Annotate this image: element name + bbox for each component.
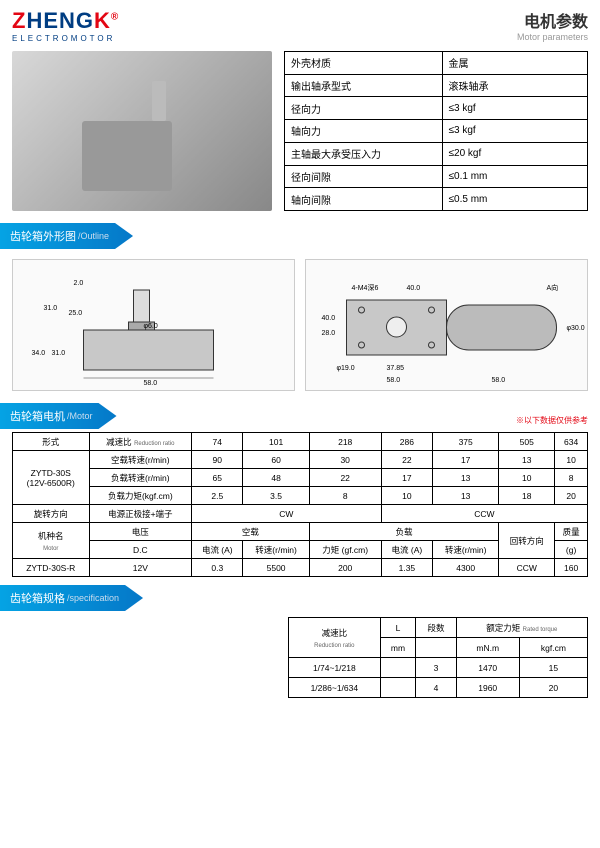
r6: 634: [555, 433, 588, 451]
r2: 218: [309, 433, 381, 451]
param-label: 轴向间隙: [285, 188, 443, 211]
param-label: 径向间隙: [285, 165, 443, 188]
param-value: ≤0.1 mm: [442, 165, 587, 188]
section-outline: 齿轮箱外形图/Outline: [0, 223, 600, 249]
v2: 5500: [243, 559, 309, 577]
l6: 8: [555, 469, 588, 487]
param-label: 主轴最大承受压入力: [285, 142, 443, 165]
logo-heng: HENG: [26, 8, 94, 33]
svg-text:25.0: 25.0: [69, 310, 83, 317]
parameters-table: 外壳材质金属输出轴承型式滚珠轴承径向力≤3 kgf轴向力≤3 kgf主轴最大承受…: [284, 51, 588, 211]
motor-label-cn: 齿轮箱电机: [10, 408, 65, 424]
v7: 160: [555, 559, 588, 577]
t0: 2.5: [192, 487, 243, 505]
n5: 13: [499, 451, 555, 469]
l1: 48: [243, 469, 309, 487]
v6: CCW: [499, 559, 555, 577]
svg-text:58.0: 58.0: [387, 377, 401, 384]
t5: 18: [499, 487, 555, 505]
l2: 22: [309, 469, 381, 487]
r3: 286: [381, 433, 432, 451]
outline-label-en: /Outline: [78, 231, 109, 241]
r5: 505: [499, 433, 555, 451]
outline-label-cn: 齿轮箱外形图: [10, 228, 76, 244]
param-value: 滚珠轴承: [442, 74, 587, 97]
svg-text:A向: A向: [547, 283, 559, 292]
v1: 0.3: [192, 559, 243, 577]
drawing-side: 2.0 31.0 25.0 φ6.0 34.0 31.0 58.0: [12, 259, 295, 391]
v4: 1.35: [381, 559, 432, 577]
section-spec: 齿轮箱规格/specification: [0, 585, 600, 611]
logo-letter-z: Z: [12, 8, 26, 33]
logo-subtitle: ELECTROMOTOR: [12, 34, 119, 43]
r4: 375: [433, 433, 499, 451]
param-label: 轴向力: [285, 120, 443, 143]
header: ZHENGK® ELECTROMOTOR 电机参数 Motor paramete…: [0, 0, 600, 47]
page-title-en: Motor parameters: [517, 32, 588, 42]
n1: 60: [243, 451, 309, 469]
motor-label-en: /Motor: [67, 411, 93, 421]
page-title-cn: 电机参数: [517, 8, 588, 32]
param-value: ≤20 kgf: [442, 142, 587, 165]
param-value: ≤3 kgf: [442, 97, 587, 120]
n4: 17: [433, 451, 499, 469]
svg-text:31.0: 31.0: [52, 350, 66, 357]
param-label: 输出轴承型式: [285, 74, 443, 97]
n2: 30: [309, 451, 381, 469]
param-value: 金属: [442, 52, 587, 75]
t2: 8: [309, 487, 381, 505]
t4: 13: [433, 487, 499, 505]
technical-drawings: 2.0 31.0 25.0 φ6.0 34.0 31.0 58.0 4-M4深6…: [0, 255, 600, 395]
param-label: 外壳材质: [285, 52, 443, 75]
motor-data-table: 形式 减速比 Reduction ratio 74101218286375505…: [12, 432, 588, 577]
v0: 12V: [89, 559, 192, 577]
svg-text:37.85: 37.85: [387, 365, 405, 372]
svg-text:31.0: 31.0: [44, 305, 58, 312]
svg-text:2.0: 2.0: [74, 280, 84, 287]
t3: 10: [381, 487, 432, 505]
param-value: ≤3 kgf: [442, 120, 587, 143]
th-type: 形式: [13, 433, 90, 451]
drawing-top: 4-M4深6 40.0 A向 40.0 28.0 φ19.0 37.85 58.…: [305, 259, 588, 391]
model-cell: ZYTD-30S (12V-6500R): [13, 451, 90, 505]
specification-table: 减速比Reduction ratio L 段数 额定力矩 Rated torqu…: [288, 617, 588, 698]
v5: 4300: [433, 559, 499, 577]
t1: 3.5: [243, 487, 309, 505]
r0: 74: [192, 433, 243, 451]
spec-label-cn: 齿轮箱规格: [10, 590, 65, 606]
section-motor: 齿轮箱电机/Motor: [0, 403, 600, 429]
param-label: 径向力: [285, 97, 443, 120]
l5: 10: [499, 469, 555, 487]
svg-text:40.0: 40.0: [322, 315, 336, 322]
svg-text:58.0: 58.0: [144, 380, 158, 387]
svg-text:4-M4深6: 4-M4深6: [352, 283, 379, 292]
l0: 65: [192, 469, 243, 487]
spec-label-en: /specification: [67, 593, 119, 603]
n3: 22: [381, 451, 432, 469]
svg-text:58.0: 58.0: [492, 377, 506, 384]
logo: ZHENGK® ELECTROMOTOR: [12, 8, 119, 43]
t6: 20: [555, 487, 588, 505]
n0: 90: [192, 451, 243, 469]
svg-text:28.0: 28.0: [322, 330, 336, 337]
svg-text:φ30.0: φ30.0: [567, 325, 585, 332]
param-value: ≤0.5 mm: [442, 188, 587, 211]
v3: 200: [309, 559, 381, 577]
logo-letter-k: K: [94, 8, 111, 33]
n6: 10: [555, 451, 588, 469]
r1: 101: [243, 433, 309, 451]
svg-text:φ6.0: φ6.0: [144, 323, 158, 330]
svg-text:40.0: 40.0: [407, 285, 421, 292]
l3: 17: [381, 469, 432, 487]
svg-text:φ19.0: φ19.0: [337, 365, 355, 372]
product-image: [12, 51, 272, 211]
l4: 13: [433, 469, 499, 487]
svg-text:34.0: 34.0: [32, 350, 46, 357]
